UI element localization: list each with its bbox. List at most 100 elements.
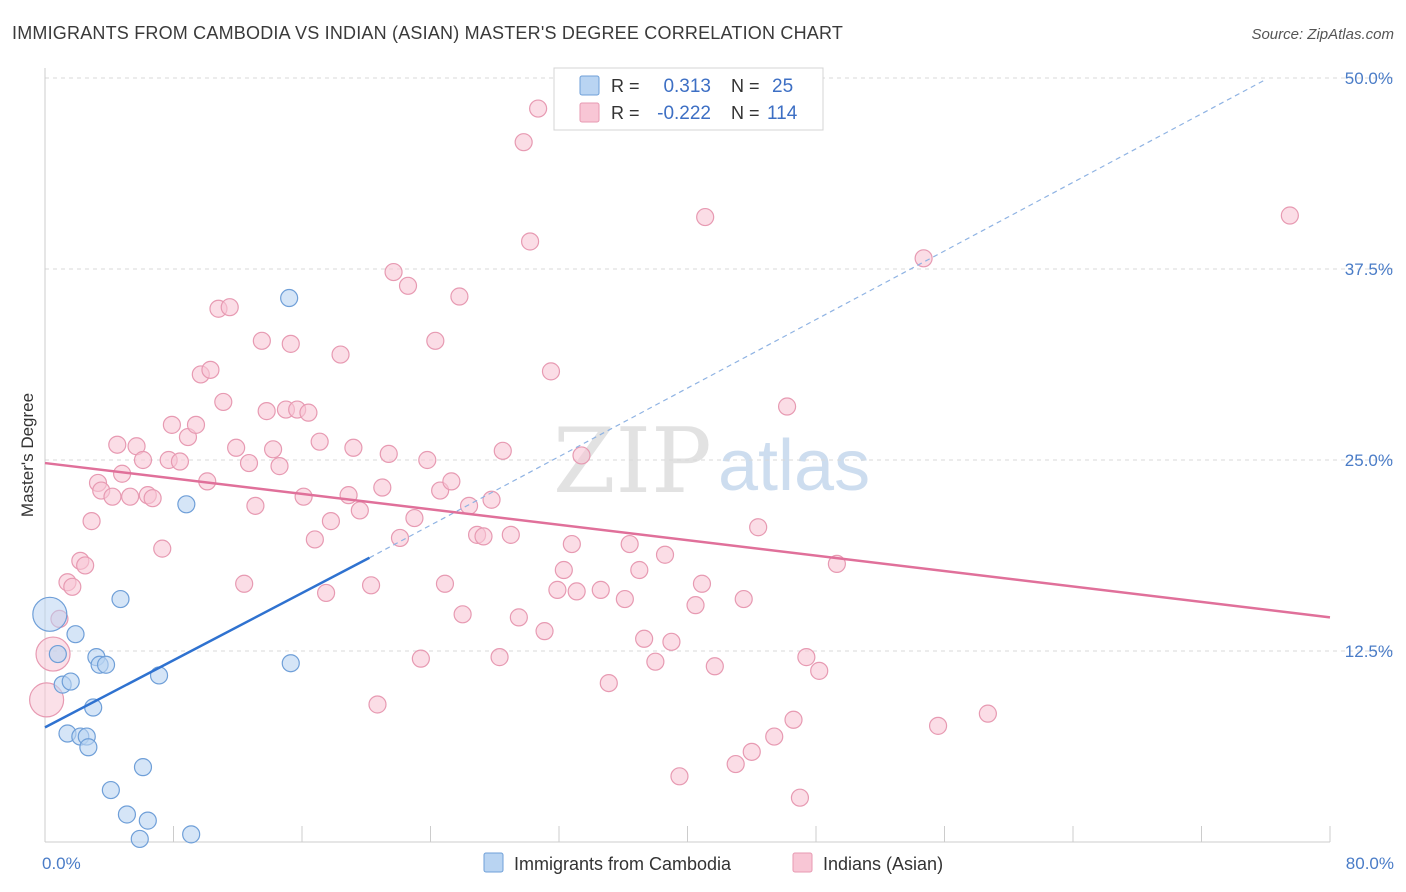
indians-asian-point [122,488,139,505]
cambodia-point [112,591,129,608]
indians-asian-point [351,502,368,519]
indians-asian-point [391,529,408,546]
indians-asian-point [154,540,171,557]
indians-asian-point [621,536,638,553]
legend-n-value-1: 25 [772,76,793,97]
indians-asian-point [491,649,508,666]
cambodia-point [80,739,97,756]
indians-asian-point [451,288,468,305]
indians-asian-point [144,490,161,507]
indians-asian-point [461,497,478,514]
indians-asian-point [785,711,802,728]
indians-asian-point [300,404,317,421]
indians-asian-point [322,513,339,530]
indians-asian-point [568,583,585,600]
cambodia-point [98,656,115,673]
indians-asian-point [369,696,386,713]
cambodia-point [282,655,299,672]
indians-asian-point [436,575,453,592]
indians-asian-point [663,633,680,650]
indians-asian-point [1281,207,1298,224]
indians-asian-point [647,653,664,670]
indians-asian-point [636,630,653,647]
indians-asian-point [311,433,328,450]
cambodia-point [33,597,67,631]
y-tick-label-50: 50.0% [1345,69,1393,88]
indians-asian-point [555,562,572,579]
cambodia-point [134,759,151,776]
cambodia-point [102,782,119,799]
y-tick-label-37-5: 37.5% [1345,260,1393,279]
indians-asian-point [706,658,723,675]
indians-asian-point [265,441,282,458]
cambodia-point [183,826,200,843]
y-tick-labels: 12.5% 25.0% 37.5% 50.0% [1345,69,1393,661]
cambodia-point [118,806,135,823]
indians-asian-point [443,473,460,490]
indians-asian-point [483,491,500,508]
indians-asian-point [779,398,796,415]
legend-r-value-2: -0.222 [657,103,711,124]
indians-asian-point [83,513,100,530]
indians-asian-point [542,363,559,380]
indians-asian-point [221,299,238,316]
indians-asian-point [318,584,335,601]
indians-asian-point [600,675,617,692]
indians-asian-point [163,416,180,433]
bottom-legend-label-cambodia: Immigrants from Cambodia [514,854,732,874]
indians-asian-point [345,439,362,456]
indians-asian-point [374,479,391,496]
indians-asian-point [215,393,232,410]
indians-asian-point [134,452,151,469]
legend-n-label-2: N = [731,103,760,123]
indians-asian-point [657,546,674,563]
indians-asian-point [549,581,566,598]
y-axis-label: Master's Degree [18,393,37,517]
x-tick-marks [45,826,1330,842]
legend-r-label-1: R = [611,76,640,96]
indians-asian-point [253,332,270,349]
legend-swatch-cambodia [580,76,599,95]
watermark: ZIP atlas [553,409,870,514]
indians-asian-point [735,591,752,608]
legend-n-label-1: N = [731,76,760,96]
cambodia-point [67,626,84,643]
indians-asian-point [109,436,126,453]
indians-asian-point [798,649,815,666]
bottom-legend-swatch-cambodia [484,853,503,872]
indians-asian-point [77,557,94,574]
indians-asian-point [271,458,288,475]
indians-asian-point [475,528,492,545]
indians-asian-point [727,756,744,773]
source-label: Source: ZipAtlas.com [1251,26,1394,43]
indians-asian-point [693,575,710,592]
indians-asian-point [332,346,349,363]
indians-asian-point [104,488,121,505]
indians-asian-point [240,455,257,472]
indians-asian-point [750,519,767,536]
cambodia-point [178,496,195,513]
indians-asian-point [631,562,648,579]
indians-asian-point [228,439,245,456]
indians-asian-point [515,134,532,151]
chart-title: IMMIGRANTS FROM CAMBODIA VS INDIAN (ASIA… [12,23,843,43]
indians-asian-point [427,332,444,349]
y-tick-label-12-5: 12.5% [1345,642,1393,661]
indians-asian-point [743,743,760,760]
x-tick-label-min: 0.0% [42,854,81,873]
indians-asian-point [385,264,402,281]
indians-asian-point [363,577,380,594]
indians-asian-point [563,536,580,553]
stats-legend: R = 0.313 N = 25 R = -0.222 N = 114 [554,68,823,130]
indians-asian-point [406,510,423,527]
indians-asian-point [573,447,590,464]
indians-asian-point [400,277,417,294]
indians-asian-point [494,442,511,459]
bottom-legend-swatch-indians [793,853,812,872]
indians-asian-point [915,250,932,267]
indians-asian-point [202,361,219,378]
indians-asian-point [187,416,204,433]
indians-asian-point [282,335,299,352]
indians-asian-point [64,578,81,595]
indians-asian-point [236,575,253,592]
